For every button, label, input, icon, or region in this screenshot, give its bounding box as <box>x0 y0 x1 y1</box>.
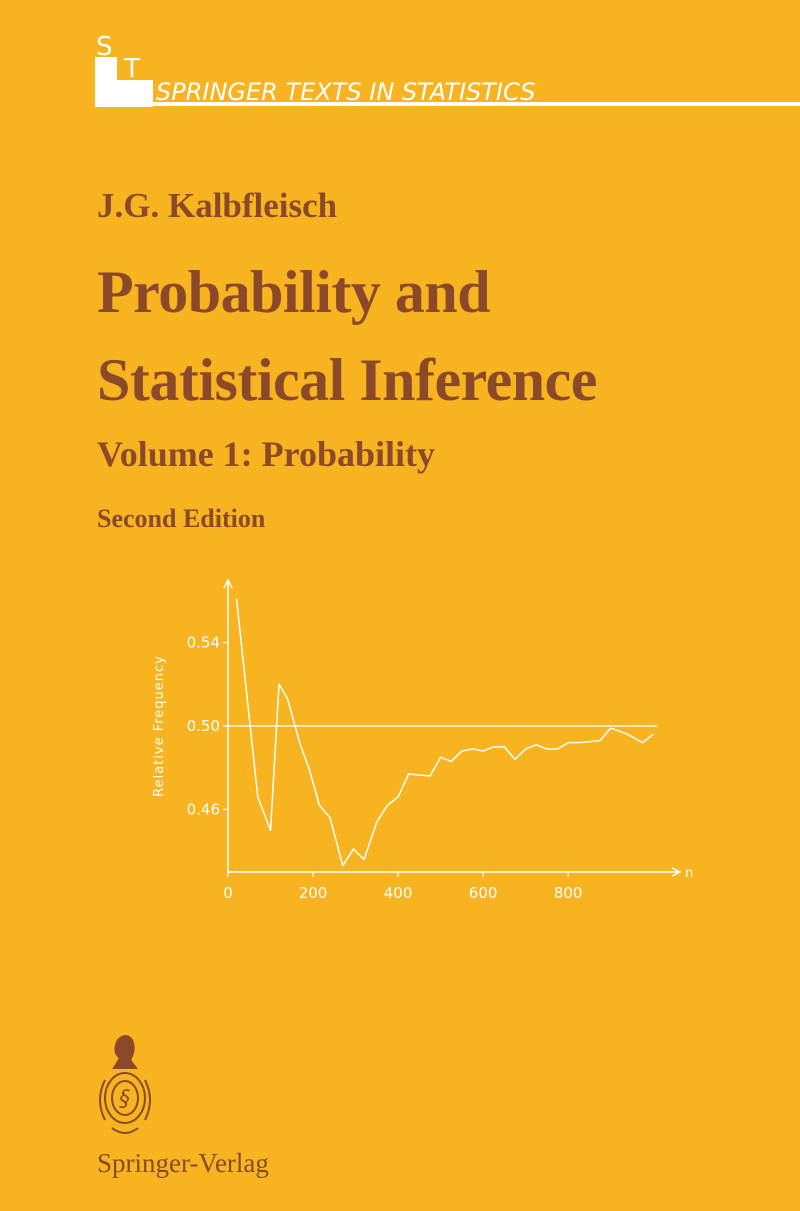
y-tick-label: 0.50 <box>187 717 220 735</box>
author: J.G. Kalbfleisch <box>97 186 338 225</box>
title-line: Statistical Inference <box>97 347 597 413</box>
y-axis-arrow <box>223 578 233 589</box>
volume: Volume 1: Probability <box>97 434 436 474</box>
x-axis-arrow <box>671 867 682 877</box>
logo-block <box>117 80 153 107</box>
logo-mark: § <box>119 1087 130 1112</box>
shield-inner <box>111 1080 139 1116</box>
y-tick-label: 0.54 <box>187 634 220 652</box>
y-tick-label: 0.46 <box>187 800 220 818</box>
logo-block <box>95 57 117 107</box>
edition: Second Edition <box>97 504 266 533</box>
data-line <box>235 598 654 867</box>
series-name: SPRINGER TEXTS IN STATISTICS <box>156 78 535 106</box>
y-axis-label: Relative Frequency <box>152 655 167 797</box>
x-tick-label: 600 <box>469 884 498 902</box>
x-tick-label: 200 <box>299 884 328 902</box>
title-line: Probability and <box>97 259 491 325</box>
x-tick-label: 400 <box>384 884 413 902</box>
logo-letter: S <box>96 32 113 62</box>
publisher: Springer-Verlag <box>97 1148 269 1178</box>
x-tick-label: 800 <box>554 884 583 902</box>
logo-letter: T <box>123 54 140 84</box>
knight <box>112 1035 138 1069</box>
x-axis-label: n <box>685 866 693 881</box>
ornament <box>99 1079 151 1134</box>
publisher-logo: § <box>99 1035 151 1134</box>
x-tick-label: 0 <box>223 884 233 902</box>
shield <box>104 1072 146 1124</box>
